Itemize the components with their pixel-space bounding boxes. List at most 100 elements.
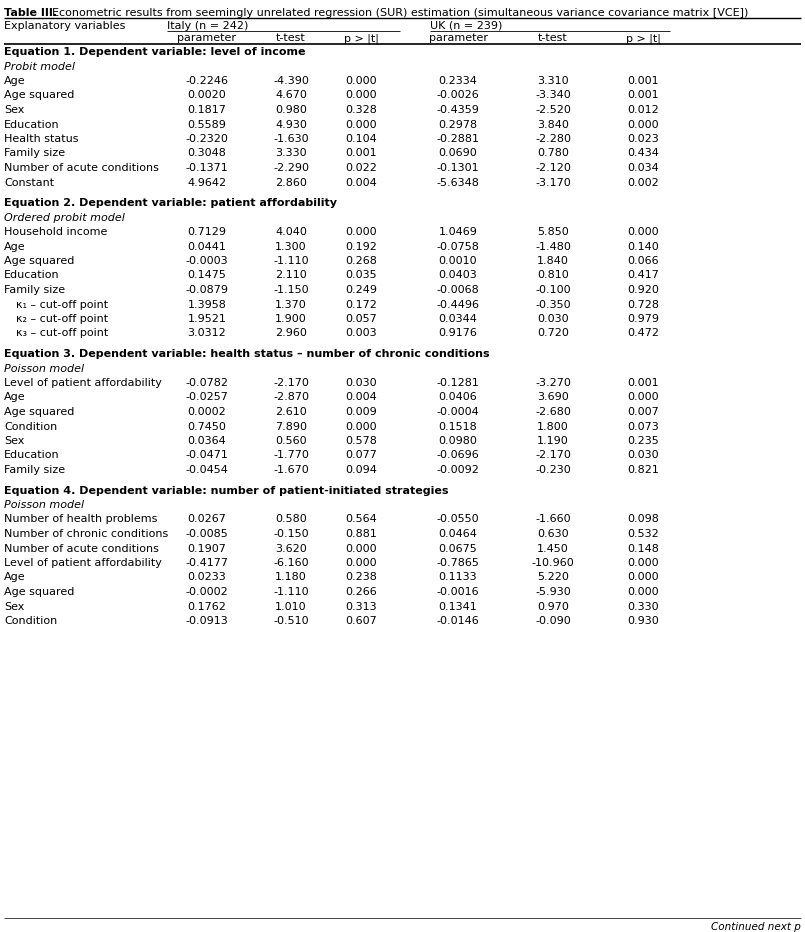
Text: 1.010: 1.010 bbox=[275, 601, 307, 611]
Text: 0.2978: 0.2978 bbox=[439, 119, 477, 130]
Text: 0.000: 0.000 bbox=[627, 392, 658, 403]
Text: -2.870: -2.870 bbox=[273, 392, 309, 403]
Text: 0.9176: 0.9176 bbox=[439, 328, 477, 338]
Text: Sex: Sex bbox=[4, 436, 24, 446]
Text: 0.810: 0.810 bbox=[537, 270, 569, 281]
Text: Number of acute conditions: Number of acute conditions bbox=[4, 163, 159, 173]
Text: Family size: Family size bbox=[4, 148, 65, 158]
Text: p > |t|: p > |t| bbox=[625, 33, 660, 44]
Text: 0.249: 0.249 bbox=[345, 285, 377, 295]
Text: Constant: Constant bbox=[4, 177, 54, 187]
Text: 0.0267: 0.0267 bbox=[188, 514, 226, 525]
Text: κ₂ – cut-off point: κ₂ – cut-off point bbox=[16, 314, 108, 324]
Text: Equation 1. Dependent variable: level of income: Equation 1. Dependent variable: level of… bbox=[4, 47, 306, 57]
Text: 0.000: 0.000 bbox=[627, 587, 658, 597]
Text: -0.0782: -0.0782 bbox=[185, 378, 229, 388]
Text: -0.0471: -0.0471 bbox=[186, 450, 229, 460]
Text: 0.2334: 0.2334 bbox=[439, 76, 477, 86]
Text: -1.480: -1.480 bbox=[535, 241, 571, 252]
Text: Number of health problems: Number of health problems bbox=[4, 514, 157, 525]
Text: Age: Age bbox=[4, 241, 26, 252]
Text: Table III.: Table III. bbox=[4, 8, 57, 18]
Text: 2.860: 2.860 bbox=[275, 177, 307, 187]
Text: -0.100: -0.100 bbox=[535, 285, 571, 295]
Text: 1.900: 1.900 bbox=[275, 314, 307, 324]
Text: 0.7129: 0.7129 bbox=[188, 227, 226, 237]
Text: Family size: Family size bbox=[4, 465, 65, 475]
Text: 5.850: 5.850 bbox=[537, 227, 569, 237]
Text: t-test: t-test bbox=[538, 33, 568, 43]
Text: 0.030: 0.030 bbox=[345, 378, 377, 388]
Text: 0.000: 0.000 bbox=[345, 558, 377, 568]
Text: Education: Education bbox=[4, 119, 60, 130]
Text: -0.0003: -0.0003 bbox=[186, 256, 229, 266]
Text: 4.040: 4.040 bbox=[275, 227, 307, 237]
Text: 0.009: 0.009 bbox=[345, 407, 377, 417]
Text: 0.979: 0.979 bbox=[627, 314, 659, 324]
Text: 0.920: 0.920 bbox=[627, 285, 659, 295]
Text: -0.0092: -0.0092 bbox=[436, 465, 480, 475]
Text: Level of patient affordability: Level of patient affordability bbox=[4, 378, 162, 388]
Text: -1.660: -1.660 bbox=[535, 514, 571, 525]
Text: 0.434: 0.434 bbox=[627, 148, 659, 158]
Text: -1.670: -1.670 bbox=[273, 465, 309, 475]
Text: -0.0026: -0.0026 bbox=[436, 90, 479, 101]
Text: 0.0464: 0.0464 bbox=[439, 529, 477, 539]
Text: 0.172: 0.172 bbox=[345, 299, 377, 309]
Text: -0.0016: -0.0016 bbox=[436, 587, 479, 597]
Text: Equation 2. Dependent variable: patient affordability: Equation 2. Dependent variable: patient … bbox=[4, 198, 337, 208]
Text: 1.300: 1.300 bbox=[275, 241, 307, 252]
Text: -1.150: -1.150 bbox=[273, 285, 309, 295]
Text: -1.770: -1.770 bbox=[273, 450, 309, 460]
Text: 0.821: 0.821 bbox=[627, 465, 659, 475]
Text: -0.230: -0.230 bbox=[535, 465, 571, 475]
Text: 0.266: 0.266 bbox=[345, 587, 377, 597]
Text: Sex: Sex bbox=[4, 105, 24, 115]
Text: 0.004: 0.004 bbox=[345, 177, 377, 187]
Text: 0.0364: 0.0364 bbox=[188, 436, 226, 446]
Text: Condition: Condition bbox=[4, 421, 57, 432]
Text: 0.000: 0.000 bbox=[345, 76, 377, 86]
Text: -0.0004: -0.0004 bbox=[436, 407, 479, 417]
Text: Continued next p: Continued next p bbox=[711, 922, 801, 932]
Text: 3.0312: 3.0312 bbox=[188, 328, 226, 338]
Text: parameter: parameter bbox=[428, 33, 488, 43]
Text: -0.7865: -0.7865 bbox=[436, 558, 480, 568]
Text: 0.000: 0.000 bbox=[345, 421, 377, 432]
Text: Sex: Sex bbox=[4, 601, 24, 611]
Text: 0.000: 0.000 bbox=[627, 227, 658, 237]
Text: 0.0344: 0.0344 bbox=[439, 314, 477, 324]
Text: 0.1341: 0.1341 bbox=[439, 601, 477, 611]
Text: 1.370: 1.370 bbox=[275, 299, 307, 309]
Text: 4.930: 4.930 bbox=[275, 119, 307, 130]
Text: -0.1281: -0.1281 bbox=[436, 378, 480, 388]
Text: 0.1518: 0.1518 bbox=[439, 421, 477, 432]
Text: 0.035: 0.035 bbox=[345, 270, 377, 281]
Text: 0.970: 0.970 bbox=[537, 601, 569, 611]
Text: 0.578: 0.578 bbox=[345, 436, 377, 446]
Text: 3.330: 3.330 bbox=[275, 148, 307, 158]
Text: Explanatory variables: Explanatory variables bbox=[4, 21, 126, 31]
Text: Age squared: Age squared bbox=[4, 256, 74, 266]
Text: 0.094: 0.094 bbox=[345, 465, 377, 475]
Text: 0.004: 0.004 bbox=[345, 392, 377, 403]
Text: 0.000: 0.000 bbox=[345, 227, 377, 237]
Text: Probit model: Probit model bbox=[4, 62, 75, 72]
Text: -6.160: -6.160 bbox=[273, 558, 309, 568]
Text: 0.012: 0.012 bbox=[627, 105, 658, 115]
Text: 0.235: 0.235 bbox=[627, 436, 658, 446]
Text: 0.268: 0.268 bbox=[345, 256, 377, 266]
Text: 0.003: 0.003 bbox=[345, 328, 377, 338]
Text: 0.0403: 0.0403 bbox=[439, 270, 477, 281]
Text: -2.290: -2.290 bbox=[273, 163, 309, 173]
Text: 0.002: 0.002 bbox=[627, 177, 658, 187]
Text: 0.532: 0.532 bbox=[627, 529, 658, 539]
Text: 2.110: 2.110 bbox=[275, 270, 307, 281]
Text: Age: Age bbox=[4, 572, 26, 582]
Text: 0.066: 0.066 bbox=[627, 256, 658, 266]
Text: 3.310: 3.310 bbox=[537, 76, 569, 86]
Text: Health status: Health status bbox=[4, 134, 79, 144]
Text: 0.5589: 0.5589 bbox=[188, 119, 226, 130]
Text: -2.170: -2.170 bbox=[535, 450, 571, 460]
Text: 2.610: 2.610 bbox=[275, 407, 307, 417]
